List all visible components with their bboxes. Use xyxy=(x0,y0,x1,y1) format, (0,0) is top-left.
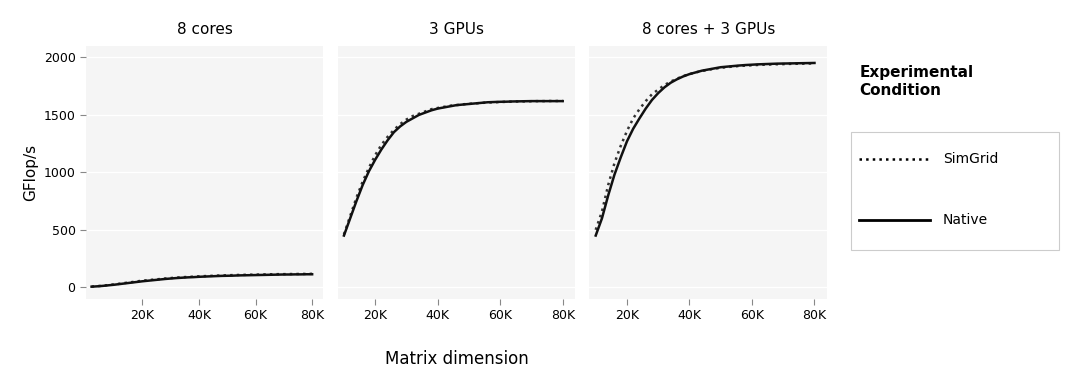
Text: Matrix dimension: Matrix dimension xyxy=(384,350,528,368)
Text: Experimental
Condition: Experimental Condition xyxy=(859,65,973,98)
Y-axis label: GFlop/s: GFlop/s xyxy=(23,144,38,201)
Text: SimGrid: SimGrid xyxy=(943,152,999,165)
Text: Native: Native xyxy=(943,213,988,227)
